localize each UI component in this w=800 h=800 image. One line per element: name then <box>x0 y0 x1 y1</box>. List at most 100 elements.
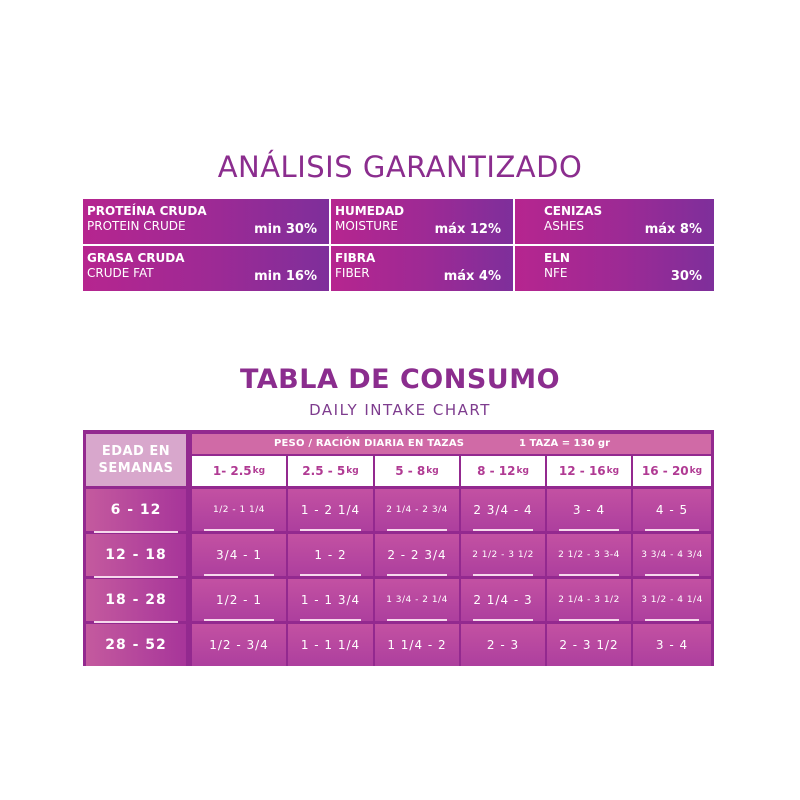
row-divider <box>387 619 447 621</box>
age-range: 12 - 18 <box>86 534 186 578</box>
age-range: 18 - 28 <box>86 579 186 623</box>
analysis-label-en: CRUDE FAT <box>87 266 154 280</box>
row-divider <box>300 574 361 576</box>
intake-cell-value: 2 1/2 - 3 3-4 <box>558 550 620 560</box>
intake-cell: 2 1/2 - 3 3-4 <box>547 534 631 576</box>
analysis-label-en: PROTEIN CRUDE <box>87 219 186 233</box>
age-range-label: 6 - 12 <box>110 502 162 518</box>
weight-range-value: 1- 2.5 <box>212 464 252 478</box>
weight-range-value: 5 - 8 <box>395 464 426 478</box>
intake-cell-value: 1/2 - 3/4 <box>209 638 269 652</box>
intake-table: EDAD EN SEMANAS PESO / RACIÓN DIARIA EN … <box>83 430 714 666</box>
intake-cell-value: 3 3/4 - 4 3/4 <box>641 550 703 560</box>
intake-cell-value: 2 - 3 1/2 <box>559 638 619 652</box>
intake-cell-value: 2 1/4 - 3 <box>473 593 533 607</box>
cup-note: 1 TAZA = 130 gr <box>519 438 611 449</box>
intake-cell-value: 2 1/2 - 3 1/2 <box>472 550 534 560</box>
analysis-grid: PROTEÍNA CRUDA PROTEIN CRUDE min 30% HUM… <box>83 199 714 291</box>
row-divider <box>559 574 619 576</box>
row-divider <box>473 529 533 531</box>
age-header-line1: EDAD EN <box>101 444 171 459</box>
row-divider <box>645 619 699 621</box>
weight-range-unit: kg <box>606 466 620 476</box>
analysis-label-es: CENIZAS <box>544 204 603 218</box>
weight-header-label: PESO / RACIÓN DIARIA EN TAZAS <box>274 438 465 449</box>
intake-cell: 3/4 - 1 <box>192 534 286 576</box>
intake-cell: 2 1/4 - 3 1/2 <box>547 579 631 621</box>
analysis-label-es: FIBRA <box>335 251 376 265</box>
analysis-cell-fiber: FIBRA FIBER máx 4% <box>331 246 513 291</box>
analysis-value: 30% <box>670 269 702 284</box>
intake-cell-value: 1/2 - 1 1/4 <box>212 505 266 515</box>
analysis-value: máx 12% <box>434 222 501 237</box>
intake-cell-value: 3/4 - 1 <box>216 548 262 562</box>
analysis-label-en: MOISTURE <box>335 219 398 233</box>
row-divider <box>300 619 361 621</box>
analysis-cell-ashes: CENIZAS ASHES máx 8% <box>515 199 714 244</box>
analysis-label-en: FIBER <box>335 266 370 280</box>
row-divider <box>300 529 361 531</box>
row-divider <box>473 619 533 621</box>
intake-cell: 3 - 4 <box>633 624 711 666</box>
intake-cell: 1/2 - 1 1/4 <box>192 489 286 531</box>
intake-cell-value: 1 - 1 1/4 <box>300 638 361 652</box>
intake-cell: 1/2 - 1 <box>192 579 286 621</box>
weight-range-header: 16 - 20 kg <box>633 456 711 486</box>
intake-cell-value: 4 - 5 <box>655 503 689 517</box>
intake-cell-value: 1 - 2 1/4 <box>300 503 361 517</box>
weight-range-unit: kg <box>689 466 703 476</box>
weight-range-value: 8 - 12 <box>477 464 516 478</box>
row-divider <box>204 529 274 531</box>
intake-cell: 2 3/4 - 4 <box>461 489 545 531</box>
age-range-label: 12 - 18 <box>105 547 167 563</box>
weight-range-unit: kg <box>346 466 359 476</box>
row-divider <box>94 531 178 533</box>
row-divider <box>387 529 447 531</box>
intake-cell: 4 - 5 <box>633 489 711 531</box>
intake-subtitle: DAILY INTAKE CHART <box>309 401 491 419</box>
intake-cell: 1 1/4 - 2 <box>375 624 459 666</box>
age-range: 6 - 12 <box>86 489 186 533</box>
intake-cell: 1 - 1 3/4 <box>288 579 373 621</box>
row-divider <box>387 574 447 576</box>
analysis-value: min 30% <box>254 222 317 237</box>
intake-cell-value: 1 - 2 <box>314 548 347 562</box>
row-divider <box>94 621 178 623</box>
row-divider <box>645 574 699 576</box>
weight-range-header: 2.5 - 5 kg <box>288 456 373 486</box>
intake-cell-value: 1 - 1 3/4 <box>300 593 361 607</box>
intake-cell: 2 1/4 - 3 <box>461 579 545 621</box>
intake-cell-value: 1/2 - 1 <box>216 593 262 607</box>
weight-range-header: 12 - 16 kg <box>547 456 631 486</box>
row-divider <box>473 574 533 576</box>
analysis-value: min 16% <box>254 269 317 284</box>
weight-header-bar: PESO / RACIÓN DIARIA EN TAZAS 1 TAZA = 1… <box>192 434 711 454</box>
intake-cell: 3 1/2 - 4 1/4 <box>633 579 711 621</box>
intake-cell-value: 3 - 4 <box>572 503 606 517</box>
age-header: EDAD EN SEMANAS <box>86 434 186 486</box>
weight-range-unit: kg <box>252 466 266 476</box>
analysis-cell-protein: PROTEÍNA CRUDA PROTEIN CRUDE min 30% <box>83 199 329 244</box>
intake-cell: 2 - 3 1/2 <box>547 624 631 666</box>
weight-range-unit: kg <box>516 466 529 476</box>
intake-cell-value: 2 - 2 3/4 <box>387 548 447 562</box>
weight-range-header: 5 - 8 kg <box>375 456 459 486</box>
intake-cell: 1 - 2 1/4 <box>288 489 373 531</box>
analysis-cell-moisture: HUMEDAD MOISTURE máx 12% <box>331 199 513 244</box>
intake-cell: 3 3/4 - 4 3/4 <box>633 534 711 576</box>
analysis-cell-nfe: ELN NFE 30% <box>515 246 714 291</box>
analysis-cell-fat: GRASA CRUDA CRUDE FAT min 16% <box>83 246 329 291</box>
intake-cell: 1 - 1 1/4 <box>288 624 373 666</box>
age-range-label: 28 - 52 <box>105 637 167 653</box>
intake-cell-value: 2 - 3 <box>486 638 520 652</box>
intake-cell-value: 3 1/2 - 4 1/4 <box>641 595 703 605</box>
weight-range-header: 8 - 12 kg <box>461 456 545 486</box>
intake-cell-value: 1 1/4 - 2 <box>387 638 447 652</box>
intake-cell-value: 2 3/4 - 4 <box>473 503 533 517</box>
intake-cell-value: 2 1/4 - 2 3/4 <box>386 505 448 515</box>
row-divider <box>559 619 619 621</box>
analysis-label-es: PROTEÍNA CRUDA <box>87 204 207 218</box>
intake-cell-value: 3 - 4 <box>655 638 689 652</box>
intake-cell: 1 - 2 <box>288 534 373 576</box>
row-divider <box>559 529 619 531</box>
